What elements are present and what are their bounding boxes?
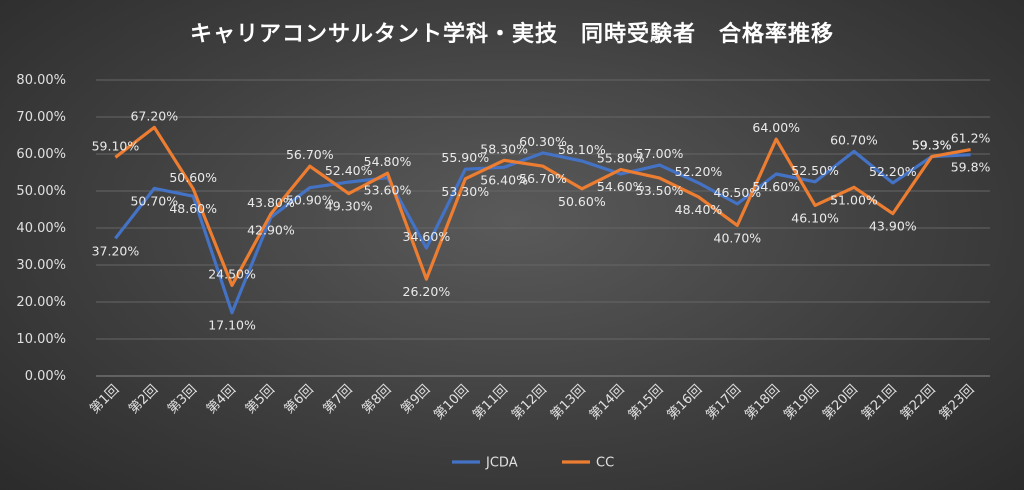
series-lines xyxy=(114,125,971,315)
data-label: 24.50% xyxy=(208,266,256,281)
y-tick-label: 50.00% xyxy=(16,184,66,199)
data-label: 48.40% xyxy=(675,202,723,217)
data-label: 58.10% xyxy=(558,142,606,157)
data-label: 52.20% xyxy=(869,164,917,179)
data-label: 59.10% xyxy=(92,138,140,153)
data-label: 42.90% xyxy=(247,222,295,237)
data-label: 59.8% xyxy=(951,160,991,175)
data-label: 56.70% xyxy=(286,147,334,162)
legend: JCDA CC xyxy=(452,456,614,471)
x-tick-label: 第2回 xyxy=(126,382,161,417)
data-label: 43.80% xyxy=(247,195,295,210)
chart-title: キャリアコンサルタント学科・実技 同時受験者 合格率推移 xyxy=(189,22,834,47)
data-label: 54.60% xyxy=(597,179,645,194)
x-tick-label: 第18回 xyxy=(742,382,783,423)
x-tick-label: 第8回 xyxy=(360,382,395,417)
data-label: 53.50% xyxy=(636,183,684,198)
x-tick-label: 第6回 xyxy=(282,382,317,417)
y-tick-label: 30.00% xyxy=(16,258,66,273)
y-axis-ticks: 0.00% 10.00% 20.00% 30.00% 40.00% 50.00% 60.00… xyxy=(16,73,66,384)
legend-label: JCDA xyxy=(485,456,518,471)
data-label: 67.20% xyxy=(130,108,178,123)
data-label: 46.10% xyxy=(791,210,839,225)
data-label: 50.90% xyxy=(286,193,334,208)
y-tick-label: 70.00% xyxy=(16,110,66,125)
data-labels: 37.20% 50.70%48.60% 17.10% 42.90% 50.90% 52.4… xyxy=(92,108,991,332)
series-line-cc xyxy=(114,125,971,287)
x-tick-label: 第4回 xyxy=(204,382,239,417)
x-tick-label: 第22回 xyxy=(898,382,939,423)
x-tick-label: 第10回 xyxy=(431,382,472,423)
y-tick-label: 20.00% xyxy=(16,295,66,310)
data-label: 52.50% xyxy=(791,163,839,178)
gridlines xyxy=(96,79,990,377)
x-tick-label: 第20回 xyxy=(820,382,861,423)
data-label: 46.50% xyxy=(714,185,762,200)
data-label: 49.30% xyxy=(325,199,373,214)
data-label: 60.70% xyxy=(830,132,878,147)
y-tick-label: 0.00% xyxy=(25,369,66,384)
data-label: 52.20% xyxy=(675,164,723,179)
x-tick-label: 第16回 xyxy=(665,382,706,423)
data-label: 57.00% xyxy=(636,146,684,161)
data-label: 55.80% xyxy=(597,151,645,166)
data-label: 50.60% xyxy=(558,194,606,209)
series-line-jcda xyxy=(114,149,971,315)
data-label: 64.00% xyxy=(752,120,800,135)
x-tick-label: 第17回 xyxy=(703,382,744,423)
x-axis-ticks: 第1回 第2回 第3回 第4回 第5回 第6回 第7回 第8回 第9回第10回第11回第12回第… xyxy=(87,382,977,423)
y-tick-label: 80.00% xyxy=(16,73,66,88)
x-tick-label: 第21回 xyxy=(859,382,900,423)
x-tick-label: 第11回 xyxy=(470,382,511,423)
x-tick-label: 第1回 xyxy=(87,382,122,417)
data-label: 53.60% xyxy=(364,183,412,198)
data-label: 56.40% xyxy=(480,172,528,187)
data-label: 40.70% xyxy=(714,230,762,245)
x-tick-label: 第7回 xyxy=(321,382,356,417)
data-label: 34.60% xyxy=(403,229,451,244)
data-label: 26.20% xyxy=(403,284,451,299)
data-label: 61.2% xyxy=(951,131,991,146)
data-label: 59.3% xyxy=(912,138,952,153)
x-tick-label: 第19回 xyxy=(781,382,822,423)
x-tick-label: 第14回 xyxy=(587,382,628,423)
data-label: 37.20% xyxy=(92,243,140,258)
data-label: 53.30% xyxy=(441,184,489,199)
legend-label: CC xyxy=(596,456,614,471)
x-tick-label: 第9回 xyxy=(398,382,433,417)
x-tick-label: 第12回 xyxy=(509,382,550,423)
data-label: 55.90% xyxy=(441,150,489,165)
data-label: 48.60% xyxy=(169,201,217,216)
data-label: 59.3% xyxy=(912,138,952,153)
data-label: 52.40% xyxy=(325,163,373,178)
y-tick-label: 40.00% xyxy=(16,221,66,236)
data-label: 50.70% xyxy=(130,193,178,208)
data-label: 60.30% xyxy=(519,134,567,149)
x-tick-label: 第15回 xyxy=(626,382,667,423)
data-label: 51.00% xyxy=(830,192,878,207)
data-label: 58.30% xyxy=(480,141,528,156)
data-label: 54.80% xyxy=(364,154,412,169)
x-tick-label: 第13回 xyxy=(548,382,589,423)
x-tick-label: 第5回 xyxy=(243,382,278,417)
data-label: 43.90% xyxy=(869,219,917,234)
data-label: 17.10% xyxy=(208,318,256,333)
x-tick-label: 第23回 xyxy=(937,382,978,423)
y-tick-label: 60.00% xyxy=(16,147,66,162)
x-tick-label: 第3回 xyxy=(165,382,200,417)
y-tick-label: 10.00% xyxy=(16,332,66,347)
data-label: 54.60% xyxy=(752,179,800,194)
data-label: 50.60% xyxy=(169,170,217,185)
data-label: 56.70% xyxy=(519,171,567,186)
